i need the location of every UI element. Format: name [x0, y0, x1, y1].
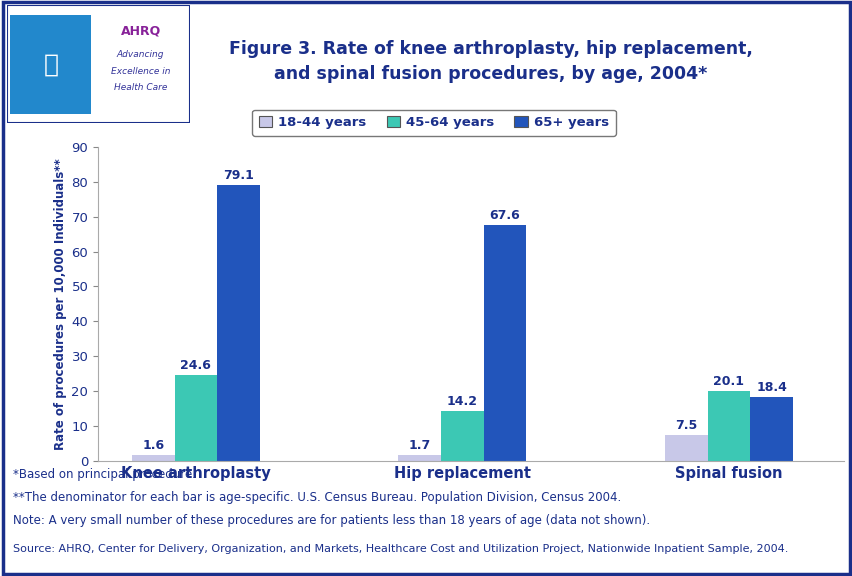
- Text: 67.6: 67.6: [489, 209, 520, 222]
- Text: Figure 3. Rate of knee arthroplasty, hip replacement,: Figure 3. Rate of knee arthroplasty, hip…: [228, 40, 751, 58]
- Bar: [132, 455, 175, 461]
- Bar: [217, 185, 260, 461]
- Text: 🦅: 🦅: [43, 52, 58, 76]
- FancyBboxPatch shape: [10, 14, 91, 114]
- Text: and spinal fusion procedures, by age, 2004*: and spinal fusion procedures, by age, 20…: [273, 65, 706, 83]
- Text: 79.1: 79.1: [222, 169, 254, 182]
- Text: 18.4: 18.4: [755, 381, 786, 394]
- Bar: [750, 397, 792, 461]
- Bar: [440, 411, 483, 461]
- Text: Excellence in: Excellence in: [111, 67, 170, 76]
- Text: AHRQ: AHRQ: [120, 25, 161, 37]
- Text: *Based on principal procedure.: *Based on principal procedure.: [13, 468, 196, 481]
- Text: 24.6: 24.6: [180, 359, 211, 372]
- Legend: 18-44 years, 45-64 years, 65+ years: 18-44 years, 45-64 years, 65+ years: [252, 109, 615, 136]
- Bar: [665, 435, 707, 461]
- Text: 1.7: 1.7: [408, 439, 430, 452]
- Bar: [398, 455, 440, 461]
- Bar: [175, 375, 217, 461]
- Text: Health Care: Health Care: [114, 84, 167, 92]
- Bar: [483, 225, 526, 461]
- Bar: [707, 391, 750, 461]
- Text: 20.1: 20.1: [712, 375, 744, 388]
- Text: 7.5: 7.5: [675, 419, 697, 432]
- Y-axis label: Rate of procedures per 10,000 Individuals**: Rate of procedures per 10,000 Individual…: [55, 158, 67, 450]
- Text: Advancing: Advancing: [117, 50, 164, 59]
- Text: **The denominator for each bar is age-specific. U.S. Census Bureau. Population D: **The denominator for each bar is age-sp…: [13, 491, 620, 504]
- Text: Source: AHRQ, Center for Delivery, Organization, and Markets, Healthcare Cost an: Source: AHRQ, Center for Delivery, Organ…: [13, 544, 787, 554]
- Text: Note: A very small number of these procedures are for patients less than 18 year: Note: A very small number of these proce…: [13, 514, 649, 527]
- Text: 1.6: 1.6: [142, 439, 164, 452]
- Text: 14.2: 14.2: [446, 396, 477, 408]
